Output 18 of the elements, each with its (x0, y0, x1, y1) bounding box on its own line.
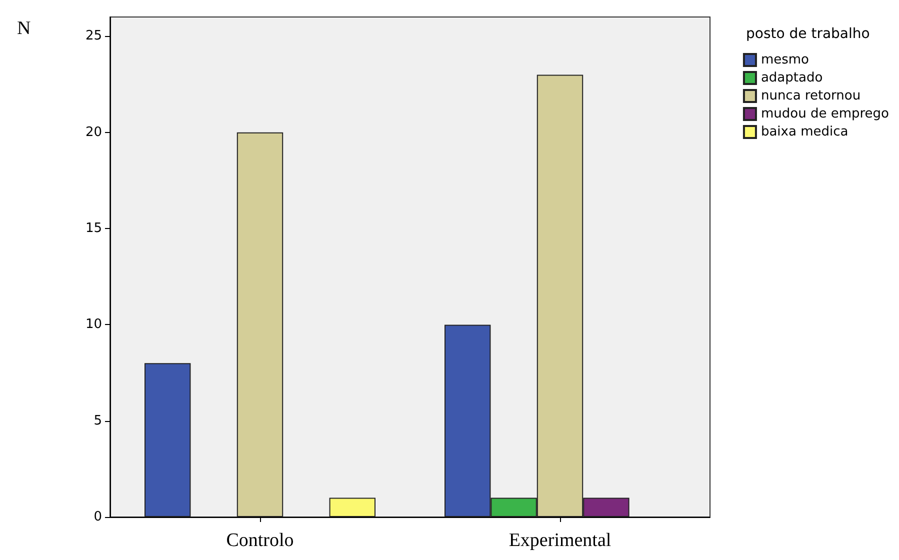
legend-label: baixa medica (760, 124, 848, 140)
bar (144, 363, 191, 517)
y-axis-title: N (17, 18, 31, 39)
bar (329, 498, 376, 517)
legend-label: nunca retornou (760, 88, 861, 104)
y-tick-label: 15 (85, 221, 102, 236)
y-tick-label: 5 (94, 413, 102, 428)
legend-label: mudou de emprego (760, 106, 890, 122)
legend-title: posto de trabalho (746, 26, 870, 42)
y-tick-label: 0 (94, 510, 102, 524)
y-tick-label: 25 (85, 28, 102, 44)
y-tick-label: 10 (85, 317, 102, 332)
legend-label: mesmo (760, 52, 810, 68)
y-tick-label: 20 (85, 124, 102, 140)
legend-label: adaptado (760, 70, 823, 86)
bar (236, 132, 284, 517)
x-tick-label: Controlo (226, 530, 294, 551)
x-tick-label: Experimental (508, 530, 612, 551)
